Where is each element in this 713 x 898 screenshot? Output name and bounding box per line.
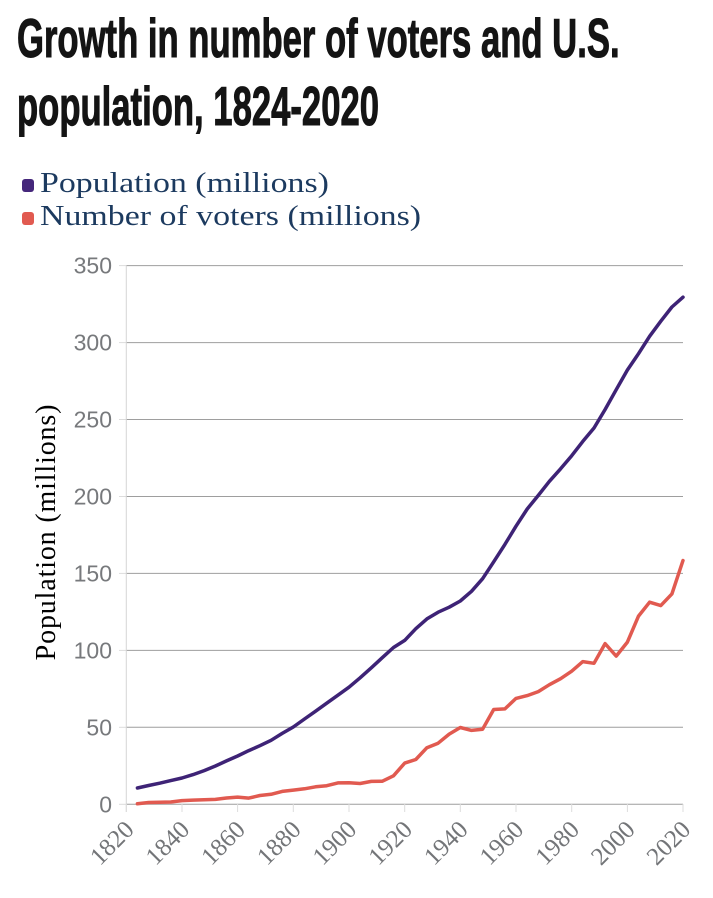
svg-text:250: 250 xyxy=(74,407,112,433)
svg-text:0: 0 xyxy=(99,791,112,817)
svg-text:350: 350 xyxy=(74,253,112,279)
svg-text:150: 150 xyxy=(74,560,112,586)
svg-text:1860: 1860 xyxy=(196,816,250,870)
svg-text:1840: 1840 xyxy=(141,816,195,870)
svg-text:1920: 1920 xyxy=(363,816,417,870)
svg-text:2020: 2020 xyxy=(642,816,696,870)
svg-text:1820: 1820 xyxy=(85,816,139,870)
svg-text:1900: 1900 xyxy=(308,816,362,870)
svg-text:200: 200 xyxy=(74,484,112,510)
svg-text:2000: 2000 xyxy=(586,816,640,870)
svg-text:1980: 1980 xyxy=(530,816,584,870)
svg-text:1880: 1880 xyxy=(252,816,306,870)
svg-text:1960: 1960 xyxy=(475,816,529,870)
svg-text:Population (millions): Population (millions) xyxy=(31,404,62,661)
svg-text:300: 300 xyxy=(74,330,112,356)
svg-text:1940: 1940 xyxy=(419,816,473,870)
svg-text:50: 50 xyxy=(86,714,112,740)
svg-text:100: 100 xyxy=(74,637,112,663)
